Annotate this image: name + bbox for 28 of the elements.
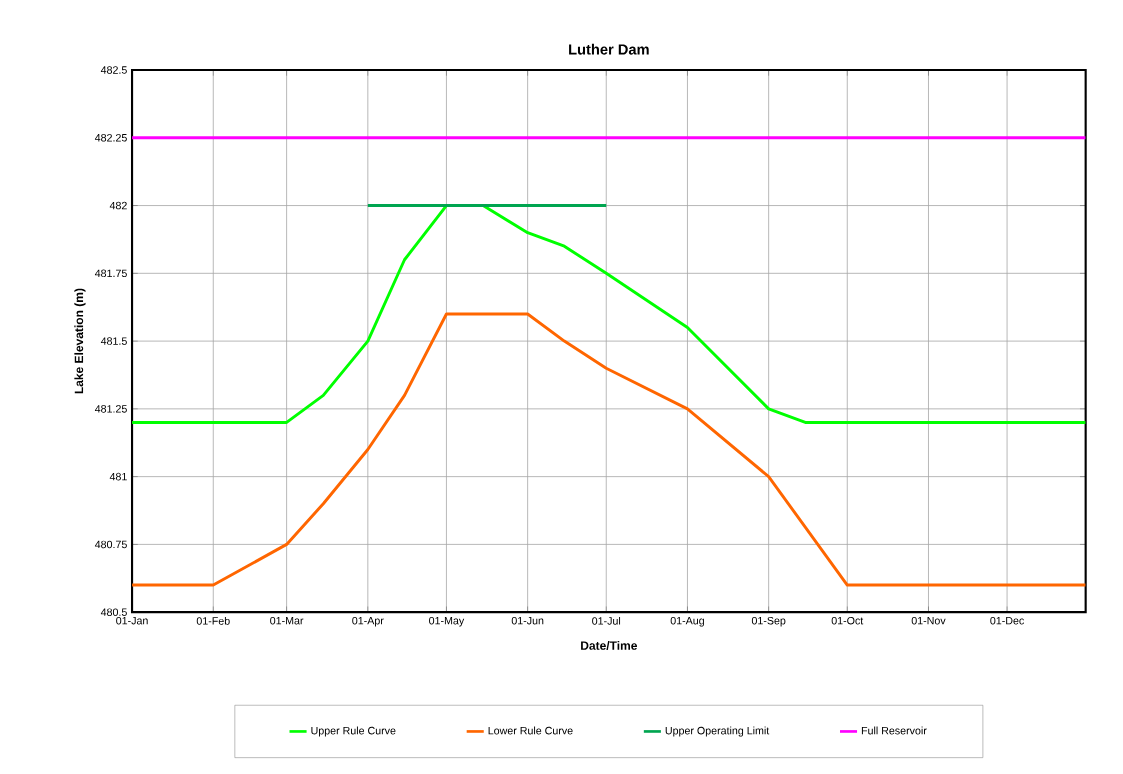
y-tick-label: 482.25 xyxy=(94,133,127,142)
legend-label: Upper Rule Curve xyxy=(311,726,396,737)
chart-title: Luther Dam xyxy=(569,43,649,55)
y-tick-label: 481.25 xyxy=(94,404,127,413)
x-tick-label: 01-May xyxy=(429,616,465,627)
y-tick-label: 482.5 xyxy=(100,66,127,74)
y-tick-label: 480.75 xyxy=(94,540,127,549)
x-tick-label: 01-Mar xyxy=(270,616,304,625)
x-tick-label: 01-Jun xyxy=(511,616,544,625)
x-tick-label: 01-Aug xyxy=(670,616,704,627)
y-tick-label: 480.5 xyxy=(100,608,127,616)
y-tick-label: 481.75 xyxy=(94,269,127,277)
x-tick-label: 01-Sep xyxy=(751,616,786,627)
x-tick-label: 01-Jan xyxy=(116,616,148,625)
y-tick-label: 481.5 xyxy=(100,337,127,345)
y-tick-label: 482 xyxy=(109,201,127,210)
legend-label: Full Reservoir xyxy=(861,726,927,735)
x-axis-title: Date/Time xyxy=(581,640,638,650)
x-tick-label: 01-Feb xyxy=(196,616,230,625)
legend-label: Lower Rule Curve xyxy=(488,726,573,735)
y-tick-label: 481 xyxy=(109,472,127,481)
y-axis-title: Lake Elevation (m) xyxy=(74,288,86,394)
x-tick-label: 01-Nov xyxy=(911,616,946,625)
legend-label: Upper Operating Limit xyxy=(665,726,770,737)
x-tick-label: 01-Dec xyxy=(990,616,1024,625)
x-tick-label: 01-Jul xyxy=(592,616,621,625)
x-tick-label: 01-Oct xyxy=(831,616,864,625)
x-tick-label: 01-Apr xyxy=(352,616,384,627)
